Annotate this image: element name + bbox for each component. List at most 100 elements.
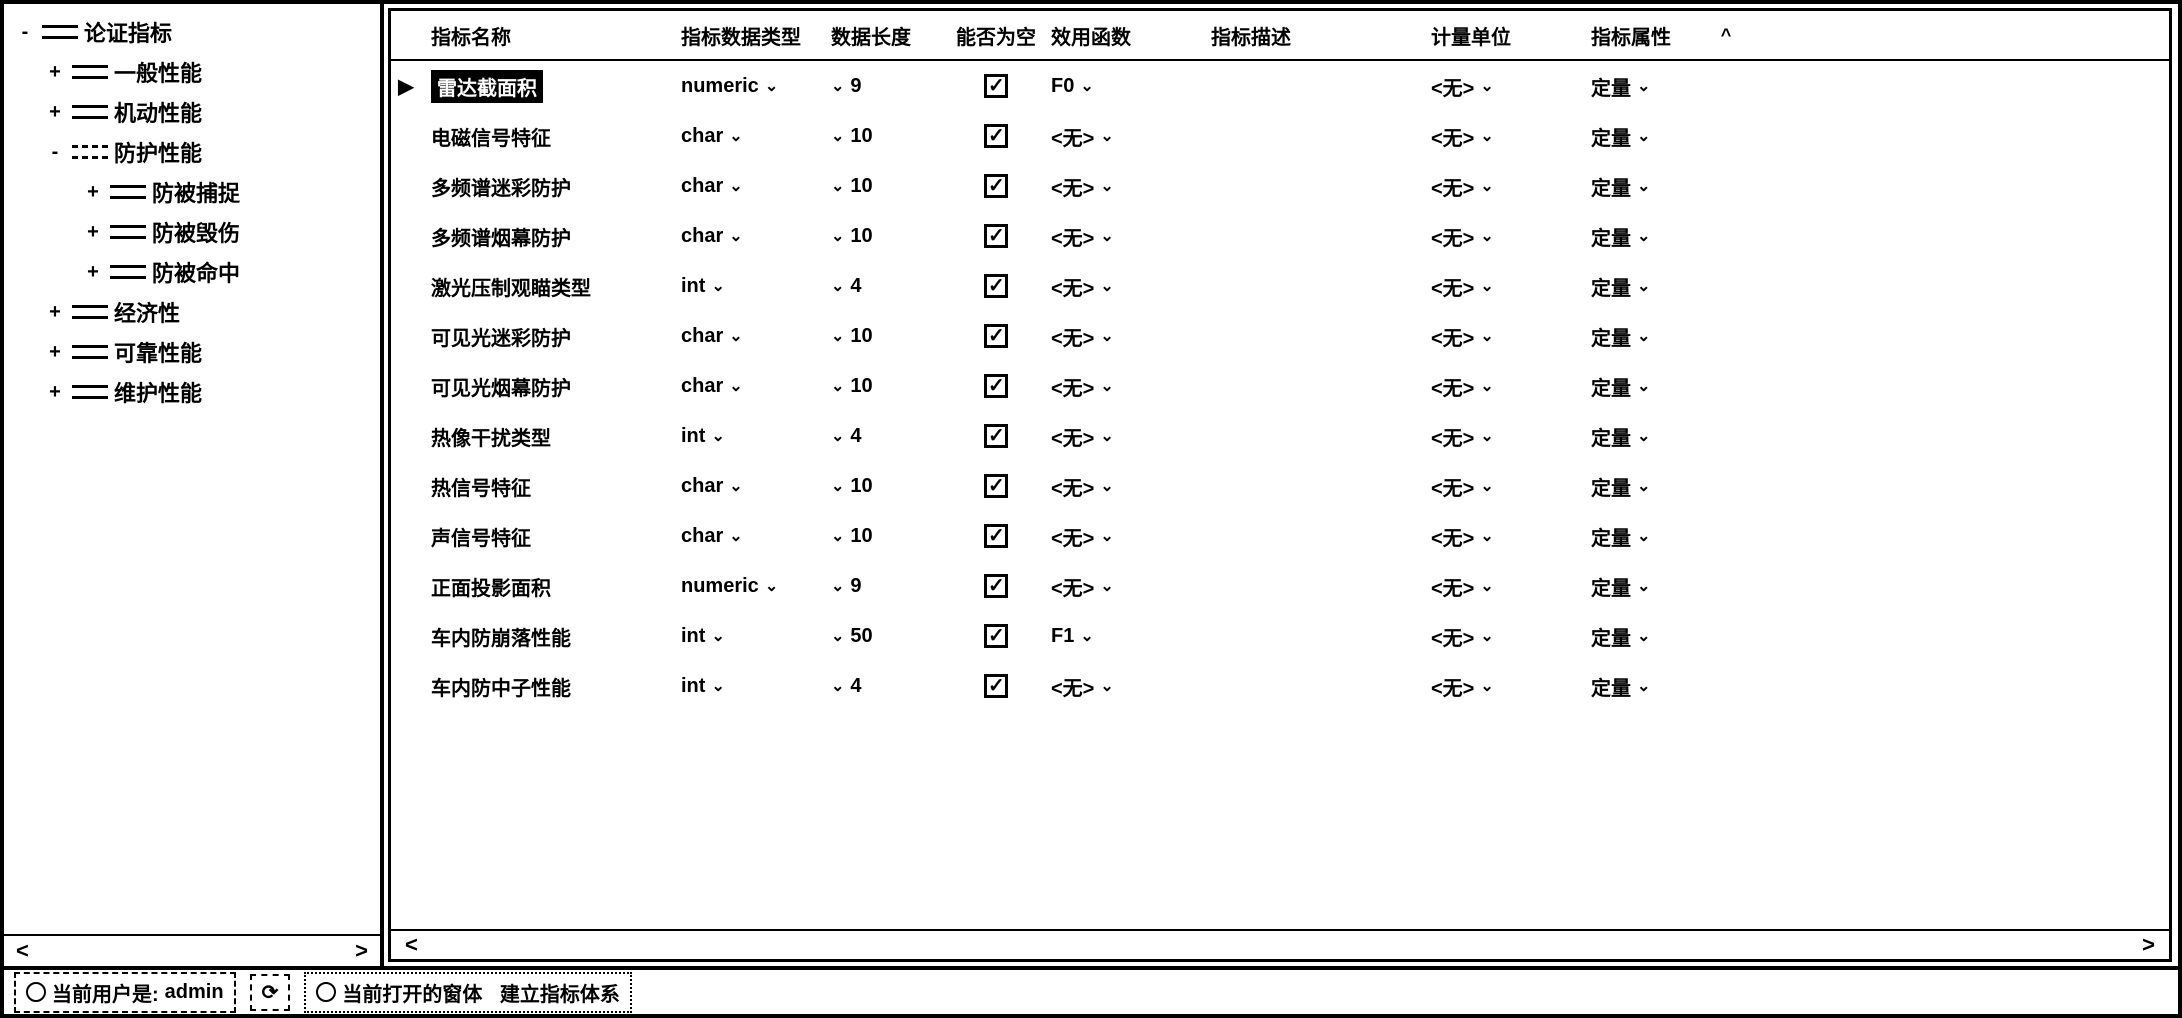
grid-scroll-right-icon[interactable]: >: [2136, 932, 2161, 958]
cell-len[interactable]: ⌄10: [831, 375, 941, 398]
table-row[interactable]: 热像干扰类型int⌄⌄4<无>⌄<无>⌄定量⌄: [391, 411, 2169, 461]
cell-func[interactable]: <无>⌄: [1051, 172, 1211, 201]
checkbox-checked-icon[interactable]: [984, 174, 1008, 198]
chevron-down-icon[interactable]: ⌄: [711, 676, 724, 696]
cell-unit[interactable]: <无>⌄: [1431, 622, 1591, 651]
tree-item[interactable]: +防被命中: [14, 252, 380, 292]
cell-len[interactable]: ⌄10: [831, 175, 941, 198]
cell-nullable[interactable]: [941, 124, 1051, 148]
tree-toggle-collapse[interactable]: -: [14, 21, 36, 44]
cell-type[interactable]: int⌄: [681, 275, 831, 298]
chevron-down-icon[interactable]: ⌄: [765, 76, 778, 96]
chevron-down-icon[interactable]: ⌄: [1637, 126, 1650, 146]
cell-unit[interactable]: <无>⌄: [1431, 322, 1591, 351]
checkbox-checked-icon[interactable]: [984, 324, 1008, 348]
chevron-down-icon[interactable]: ⌄: [1100, 226, 1113, 246]
tree-item[interactable]: -防护性能: [14, 132, 380, 172]
chevron-down-icon[interactable]: ⌄: [765, 576, 778, 596]
tree-root[interactable]: - 论证指标: [14, 12, 380, 52]
refresh-icon[interactable]: ⟳: [262, 980, 279, 1005]
tree-item[interactable]: +可靠性能: [14, 332, 380, 372]
col-header-len[interactable]: 数据长度: [831, 21, 941, 50]
chevron-down-icon[interactable]: ⌄: [711, 276, 724, 296]
chevron-down-icon[interactable]: ⌄: [1100, 676, 1113, 696]
tree-toggle-expand[interactable]: +: [44, 301, 66, 324]
chevron-down-icon[interactable]: ⌄: [1480, 326, 1493, 346]
chevron-down-icon[interactable]: ⌄: [1080, 626, 1093, 646]
tree-toggle-expand[interactable]: +: [82, 181, 104, 204]
cell-attr[interactable]: 定量⌄: [1591, 322, 1711, 351]
chevron-down-icon[interactable]: ⌄: [1100, 276, 1113, 296]
cell-name[interactable]: 多频谱烟幕防护: [421, 222, 681, 251]
cell-attr[interactable]: 定量⌄: [1591, 522, 1711, 551]
cell-type[interactable]: char⌄: [681, 375, 831, 398]
chevron-down-icon[interactable]: ⌄: [831, 176, 844, 196]
table-row[interactable]: 激光压制观瞄类型int⌄⌄4<无>⌄<无>⌄定量⌄: [391, 261, 2169, 311]
tree-toggle-expand[interactable]: +: [44, 341, 66, 364]
cell-name[interactable]: 激光压制观瞄类型: [421, 272, 681, 301]
chevron-down-icon[interactable]: ⌄: [831, 226, 844, 246]
cell-nullable[interactable]: [941, 374, 1051, 398]
tree-toggle-expand[interactable]: +: [44, 61, 66, 84]
cell-attr[interactable]: 定量⌄: [1591, 372, 1711, 401]
cell-func[interactable]: <无>⌄: [1051, 272, 1211, 301]
chevron-down-icon[interactable]: ⌄: [1480, 76, 1493, 96]
chevron-down-icon[interactable]: ⌄: [1637, 226, 1650, 246]
cell-nullable[interactable]: [941, 274, 1051, 298]
cell-attr[interactable]: 定量⌄: [1591, 622, 1711, 651]
cell-attr[interactable]: 定量⌄: [1591, 272, 1711, 301]
tree-toggle-expand[interactable]: +: [82, 261, 104, 284]
cell-func[interactable]: <无>⌄: [1051, 372, 1211, 401]
cell-type[interactable]: char⌄: [681, 225, 831, 248]
chevron-down-icon[interactable]: ⌄: [1637, 276, 1650, 296]
cell-len[interactable]: ⌄50: [831, 625, 941, 648]
chevron-down-icon[interactable]: ⌄: [1480, 426, 1493, 446]
cell-attr[interactable]: 定量⌄: [1591, 172, 1711, 201]
cell-name[interactable]: 雷达截面积: [421, 70, 681, 103]
col-header-unit[interactable]: 计量单位: [1431, 21, 1591, 50]
cell-unit[interactable]: <无>⌄: [1431, 222, 1591, 251]
cell-nullable[interactable]: [941, 574, 1051, 598]
chevron-down-icon[interactable]: ⌄: [1480, 476, 1493, 496]
cell-len[interactable]: ⌄4: [831, 275, 941, 298]
chevron-down-icon[interactable]: ⌄: [1637, 676, 1650, 696]
cell-name[interactable]: 正面投影面积: [421, 572, 681, 601]
tree-item[interactable]: +维护性能: [14, 372, 380, 412]
cell-func[interactable]: <无>⌄: [1051, 422, 1211, 451]
scroll-left-icon[interactable]: <: [10, 938, 35, 964]
cell-len[interactable]: ⌄4: [831, 675, 941, 698]
table-row[interactable]: 热信号特征char⌄⌄10<无>⌄<无>⌄定量⌄: [391, 461, 2169, 511]
chevron-down-icon[interactable]: ⌄: [1480, 676, 1493, 696]
chevron-down-icon[interactable]: ⌄: [1637, 326, 1650, 346]
checkbox-checked-icon[interactable]: [984, 374, 1008, 398]
col-header-type[interactable]: 指标数据类型: [681, 21, 831, 50]
cell-unit[interactable]: <无>⌄: [1431, 522, 1591, 551]
cell-name[interactable]: 可见光烟幕防护: [421, 372, 681, 401]
chevron-down-icon[interactable]: ⌄: [729, 476, 742, 496]
cell-type[interactable]: char⌄: [681, 475, 831, 498]
cell-func[interactable]: F1⌄: [1051, 625, 1211, 648]
cell-name[interactable]: 可见光迷彩防护: [421, 322, 681, 351]
cell-name[interactable]: 车内防崩落性能: [421, 622, 681, 651]
cell-func[interactable]: <无>⌄: [1051, 672, 1211, 701]
col-header-desc[interactable]: 指标描述: [1211, 21, 1431, 50]
cell-nullable[interactable]: [941, 174, 1051, 198]
cell-type[interactable]: numeric⌄: [681, 75, 831, 98]
chevron-down-icon[interactable]: ⌄: [831, 76, 844, 96]
cell-name[interactable]: 热信号特征: [421, 472, 681, 501]
cell-len[interactable]: ⌄4: [831, 425, 941, 448]
chevron-down-icon[interactable]: ⌄: [831, 276, 844, 296]
checkbox-checked-icon[interactable]: [984, 624, 1008, 648]
tree-toggle-expand[interactable]: +: [82, 221, 104, 244]
cell-attr[interactable]: 定量⌄: [1591, 572, 1711, 601]
tree-hscrollbar[interactable]: < >: [4, 934, 380, 966]
chevron-down-icon[interactable]: ⌄: [1480, 526, 1493, 546]
chevron-down-icon[interactable]: ⌄: [1100, 476, 1113, 496]
col-header-name[interactable]: 指标名称: [421, 21, 681, 50]
col-header-null[interactable]: 能否为空: [941, 21, 1051, 50]
cell-func[interactable]: <无>⌄: [1051, 522, 1211, 551]
cell-len[interactable]: ⌄10: [831, 325, 941, 348]
chevron-down-icon[interactable]: ⌄: [831, 526, 844, 546]
chevron-down-icon[interactable]: ⌄: [1480, 576, 1493, 596]
cell-func[interactable]: <无>⌄: [1051, 572, 1211, 601]
